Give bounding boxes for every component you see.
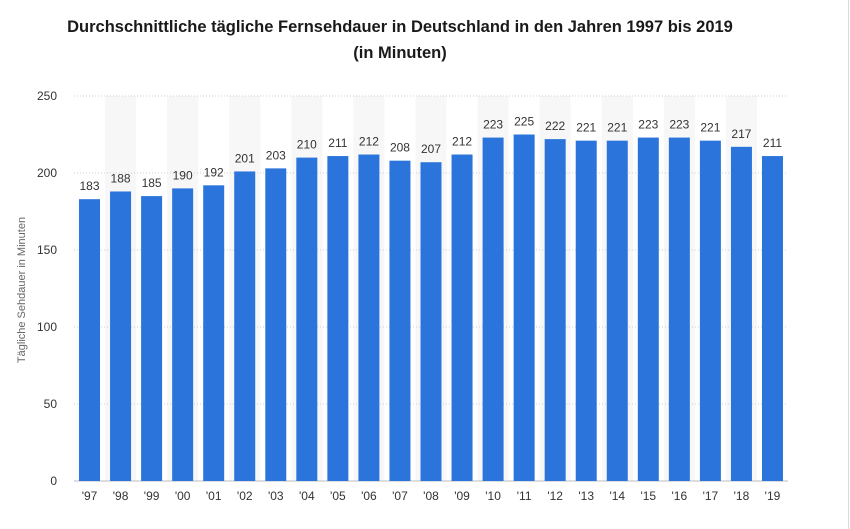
- x-tick-label: '98: [113, 489, 129, 503]
- x-tick-label: '03: [268, 489, 284, 503]
- x-tick-label: '18: [734, 489, 750, 503]
- y-tick-labels: 0 50 100 150 200 250: [37, 89, 57, 488]
- bar[interactable]: [234, 171, 256, 481]
- bar[interactable]: [79, 199, 101, 481]
- y-tick-label: 50: [44, 397, 58, 411]
- x-tick-label: '09: [454, 489, 470, 503]
- x-tick-labels: '97 '98 '99 '00 '01 '02 '03 '04 '05 '06 '07 '08 '09 '…: [82, 489, 781, 503]
- x-tick-label: '00: [175, 489, 191, 503]
- data-label: 203: [266, 148, 286, 162]
- bar[interactable]: [606, 140, 628, 481]
- bar[interactable]: [513, 134, 535, 482]
- bar[interactable]: [761, 156, 783, 481]
- bar[interactable]: [141, 196, 163, 481]
- x-tick-label: '14: [609, 489, 625, 503]
- y-tick-label: 200: [37, 166, 57, 180]
- x-tick-label: '02: [237, 489, 253, 503]
- data-label: 223: [483, 118, 503, 132]
- data-label: 223: [638, 118, 658, 132]
- x-tick-label: '06: [361, 489, 377, 503]
- data-label: 185: [142, 176, 162, 190]
- data-label: 222: [545, 119, 565, 133]
- x-tick-label: '19: [765, 489, 781, 503]
- bar[interactable]: [265, 168, 287, 481]
- data-label: 223: [669, 118, 689, 132]
- data-label: 221: [576, 121, 596, 135]
- x-tick-label: '13: [578, 489, 594, 503]
- x-tick-label: '15: [640, 489, 656, 503]
- data-label: 183: [80, 179, 100, 193]
- bar[interactable]: [668, 137, 690, 481]
- bar[interactable]: [358, 154, 380, 481]
- data-label: 207: [421, 142, 441, 156]
- data-label: 208: [390, 141, 410, 155]
- y-tick-label: 100: [37, 320, 57, 334]
- data-label: 192: [204, 165, 224, 179]
- bar[interactable]: [451, 154, 473, 481]
- bar[interactable]: [389, 160, 411, 481]
- y-tick-label: 150: [37, 243, 57, 257]
- x-tick-label: '12: [547, 489, 563, 503]
- bar[interactable]: [420, 162, 442, 481]
- data-label: 211: [763, 136, 782, 150]
- x-tick-label: '11: [517, 489, 532, 503]
- bar[interactable]: [699, 140, 721, 481]
- data-label: 212: [359, 135, 379, 149]
- data-label: 188: [111, 171, 131, 185]
- bar[interactable]: [544, 139, 566, 481]
- x-tick-label: '08: [423, 489, 439, 503]
- bar[interactable]: [637, 137, 659, 481]
- bars: [79, 134, 783, 482]
- x-tick-label: '16: [672, 489, 688, 503]
- bar[interactable]: [203, 185, 225, 481]
- x-tick-label: '99: [144, 489, 160, 503]
- x-tick-label: '01: [206, 489, 222, 503]
- data-label: 221: [607, 121, 627, 135]
- bar[interactable]: [482, 137, 504, 481]
- data-label: 217: [731, 127, 751, 141]
- x-tick-label: '07: [392, 489, 408, 503]
- chart-title-line1: Durchschnittliche tägliche Fernsehdauer …: [67, 18, 733, 36]
- bar[interactable]: [110, 191, 132, 482]
- x-tick-label: '05: [330, 489, 346, 503]
- data-label: 221: [700, 121, 720, 135]
- bar[interactable]: [327, 156, 349, 481]
- data-label: 190: [173, 168, 193, 182]
- bar[interactable]: [172, 188, 194, 481]
- x-tick-label: '04: [299, 489, 315, 503]
- bar[interactable]: [296, 157, 318, 481]
- data-label: 201: [235, 151, 255, 165]
- bar[interactable]: [575, 140, 597, 481]
- bar[interactable]: [730, 146, 752, 481]
- y-tick-label: 0: [50, 474, 57, 488]
- chart-title: Durchschnittliche tägliche Fernsehdauer …: [0, 14, 800, 66]
- data-label: 225: [514, 115, 534, 129]
- x-tick-label: '17: [703, 489, 719, 503]
- x-tick-label: '97: [82, 489, 98, 503]
- y-tick-label: 250: [37, 89, 57, 103]
- data-label: 212: [452, 135, 472, 149]
- x-tick-label: '10: [485, 489, 501, 503]
- chart-title-line2: (in Minuten): [353, 44, 447, 62]
- data-label: 210: [297, 138, 317, 152]
- data-label: 211: [328, 136, 347, 150]
- value-labels: 183 188 185 190 192 201 203 210 211 212 208 207 212 2…: [80, 115, 783, 194]
